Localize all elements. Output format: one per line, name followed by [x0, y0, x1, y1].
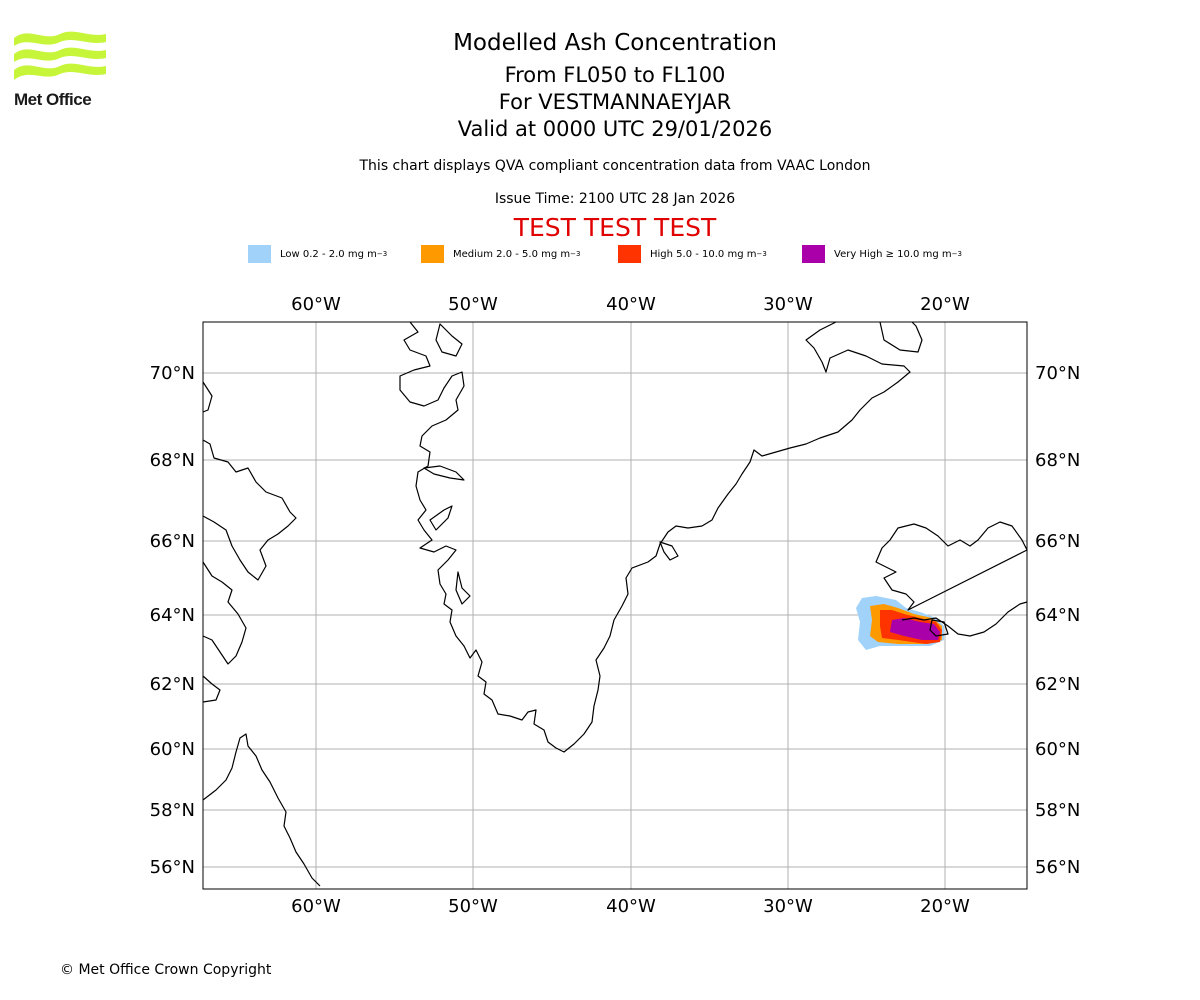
lat-label-left-68n: 68°N [150, 450, 195, 471]
lon-label-bottom-20w: 20°W [920, 896, 970, 917]
met-office-wave-icon [14, 31, 106, 80]
lon-label-top-40w: 40°W [606, 294, 656, 315]
coastlines [202, 321, 1028, 887]
latitude-labels-left: 70°N 68°N 66°N 64°N 62°N 60°N 58°N 56°N [150, 363, 195, 878]
legend-label-very-high: Very High ≥ 10.0 mg m [834, 248, 952, 260]
copyright-notice: © Met Office Crown Copyright [60, 962, 272, 978]
lon-label-top-50w: 50°W [448, 294, 498, 315]
greenland-fjord-3 [429, 505, 453, 531]
vestmannaeyjar-marker [929, 619, 949, 637]
newfoundland-coast [202, 733, 321, 887]
lat-label-right-60n: 60°N [1035, 739, 1080, 760]
legend-label-medium: Medium 2.0 - 5.0 mg m [453, 248, 571, 260]
issue-time: Issue Time: 2100 UTC 28 Jan 2026 [494, 191, 736, 207]
legend-label-low: Low 0.2 - 2.0 mg m [280, 248, 377, 260]
lon-label-bottom-40w: 40°W [606, 896, 656, 917]
lat-label-right-68n: 68°N [1035, 450, 1080, 471]
graticule [203, 322, 1027, 889]
legend-swatch-very-high [802, 245, 825, 263]
lon-label-bottom-30w: 30°W [763, 896, 813, 917]
greenland-fjord-1 [435, 323, 463, 357]
legend-swatch-low [248, 245, 271, 263]
lon-label-top-20w: 20°W [920, 294, 970, 315]
lat-label-right-62n: 62°N [1035, 674, 1080, 695]
legend-label-high: High 5.0 - 10.0 mg m [650, 248, 757, 260]
lat-label-right-70n: 70°N [1035, 363, 1080, 384]
lon-label-bottom-50w: 50°W [448, 896, 498, 917]
concentration-legend: Low 0.2 - 2.0 mg m −3 Medium 2.0 - 5.0 mg… [0, 244, 1200, 264]
greenland-fjord-5 [659, 541, 679, 561]
flight-levels: From FL050 to FL100 [504, 63, 726, 87]
legend-unit-exp-high: −3 [756, 250, 767, 258]
lon-label-top-60w: 60°W [291, 294, 341, 315]
test-banner: TEST TEST TEST [513, 213, 717, 242]
lat-label-right-64n: 64°N [1035, 605, 1080, 626]
lat-label-right-66n: 66°N [1035, 531, 1080, 552]
chart-title: Modelled Ash Concentration [453, 30, 777, 56]
valid-time: Valid at 0000 UTC 29/01/2026 [457, 117, 773, 141]
legend-unit-exp-medium: −3 [570, 250, 581, 258]
legend-item-very-high: Very High ≥ 10.0 mg m −3 [802, 244, 962, 264]
legend-item-low: Low 0.2 - 2.0 mg m −3 [248, 244, 387, 264]
lat-label-left-56n: 56°N [150, 857, 195, 878]
legend-swatch-high [618, 245, 641, 263]
ash-very-high-region [890, 618, 940, 640]
lat-label-left-58n: 58°N [150, 800, 195, 821]
greenland-coast [399, 321, 911, 753]
labrador-coast [202, 561, 247, 703]
met-office-logo-text: Met Office [14, 90, 92, 109]
lon-label-top-30w: 30°W [763, 294, 813, 315]
lat-label-left-66n: 66°N [150, 531, 195, 552]
longitude-labels-bottom: 60°W 50°W 40°W 30°W 20°W [291, 896, 970, 917]
legend-unit-exp-very-high: −3 [951, 250, 962, 258]
legend-item-high: High 5.0 - 10.0 mg m −3 [618, 244, 767, 264]
lat-label-right-56n: 56°N [1035, 857, 1080, 878]
longitude-labels-top: 60°W 50°W 40°W 30°W 20°W [291, 294, 970, 315]
ash-cloud [856, 596, 944, 650]
legend-unit-exp-low: −3 [376, 250, 388, 258]
volcano-name: For VESTMANNAEYJAR [498, 90, 732, 114]
lat-label-right-58n: 58°N [1035, 800, 1080, 821]
latitude-labels-right: 70°N 68°N 66°N 64°N 62°N 60°N 58°N 56°N [1035, 363, 1080, 878]
lat-label-left-62n: 62°N [150, 674, 195, 695]
iceland-coast [875, 521, 1028, 637]
lat-label-left-70n: 70°N [150, 363, 195, 384]
greenland-inner-1 [879, 321, 923, 353]
legend-item-medium: Medium 2.0 - 5.0 mg m −3 [421, 244, 580, 264]
baffin-coast-2 [202, 439, 297, 581]
lat-label-left-64n: 64°N [150, 605, 195, 626]
map-frame [202, 321, 1028, 890]
baffin-coast [202, 381, 213, 413]
qva-disclaimer: This chart displays QVA compliant concen… [359, 158, 871, 174]
greenland-fjord-2 [423, 465, 465, 481]
met-office-logo: Met Office [14, 28, 109, 113]
greenland-fjord-4 [455, 571, 471, 605]
legend-swatch-medium [421, 245, 444, 263]
lat-label-left-60n: 60°N [150, 739, 195, 760]
lon-label-bottom-60w: 60°W [291, 896, 341, 917]
